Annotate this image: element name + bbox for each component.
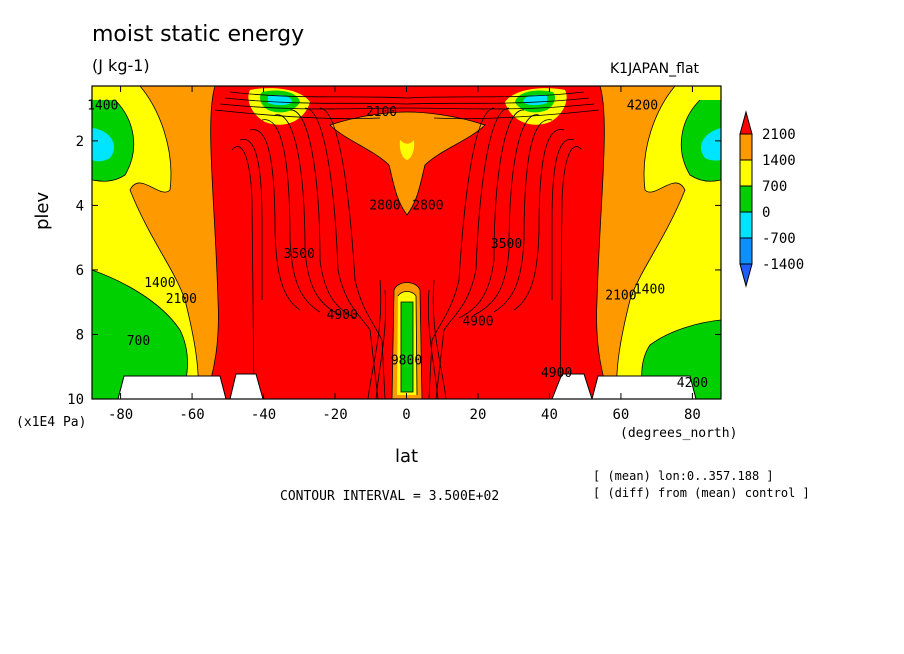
colorbar-label: -700 (762, 231, 796, 247)
y-axis-ticks: 2 4 6 8 10 (67, 134, 721, 408)
x-tick-label: -80 (108, 407, 133, 423)
contour-label: 2800 (412, 198, 443, 213)
contour-label: 2800 (369, 198, 400, 213)
diff-note: [ (diff) from (mean) control ] (593, 486, 810, 500)
contour-label: 3500 (491, 237, 522, 252)
colorbar-label: -1400 (762, 257, 804, 273)
colorbar-box (739, 237, 753, 265)
colorbar-box (739, 133, 753, 161)
y-tick-label: 8 (76, 327, 84, 343)
colorbar-top-arrow (739, 110, 753, 135)
colorbar-label: 0 (762, 205, 770, 221)
chart-title: moist static energy (92, 22, 305, 47)
fill-yellow-upper-tropics (399, 140, 415, 160)
mean-note: [ (mean) lon:0..357.188 ] (593, 469, 774, 483)
x-tick-label: 0 (402, 407, 410, 423)
topo-antarctica (117, 375, 227, 399)
colorbar-box (739, 185, 753, 213)
fill-cyan-south (92, 128, 114, 162)
filled-contours (92, 86, 721, 399)
colorbar-box (739, 211, 753, 239)
contour-label: 1400 (87, 98, 118, 113)
contour-interval-note: CONTOUR INTERVAL = 3.500E+02 (280, 489, 500, 504)
chart-units: (J kg-1) (92, 56, 150, 75)
x-axis-ticks: -80 -60 -40 -20 0 20 40 60 80 (108, 86, 701, 423)
colorbar-label: 1400 (762, 153, 796, 169)
colorbar-box (739, 159, 753, 187)
contour-label: 4900 (327, 308, 358, 323)
y-axis-label: plev (32, 191, 53, 230)
fill-green-south-low (92, 270, 188, 399)
contour-label: 1400 (144, 276, 175, 291)
contour-label: 700 (127, 334, 150, 349)
x-tick-label: 80 (684, 407, 701, 423)
y-axis-unit: (x1E4 Pa) (16, 415, 87, 430)
y-tick-label: 2 (76, 134, 84, 150)
topo-south-ridge (229, 373, 264, 399)
contour-label: 2100 (166, 292, 197, 307)
x-tick-label: 40 (541, 407, 558, 423)
contour-label: 3500 (284, 247, 315, 262)
x-tick-label: -60 (179, 407, 204, 423)
topo-north-ridge (551, 373, 593, 399)
x-tick-label: -40 (251, 407, 276, 423)
contour-label: 1400 (634, 282, 665, 297)
fill-cyan-north (700, 128, 721, 161)
contour-lines (92, 86, 721, 399)
colorbar-bottom-arrow (739, 263, 753, 288)
contour-label: 4900 (541, 366, 572, 381)
contour-label: 4900 (462, 315, 493, 330)
fill-orange-upper-tropics (330, 112, 485, 215)
topo-arctic (591, 375, 697, 399)
colorbar-label: 2100 (762, 127, 796, 143)
y-tick-label: 4 (76, 198, 84, 214)
x-tick-label: 20 (470, 407, 487, 423)
colorbar-legend: 2100 1400 700 0 -700 -1400 (739, 110, 804, 288)
contour-label: 2100 (605, 289, 636, 304)
contour-label: 9800 (391, 353, 422, 368)
y-tick-label: 10 (67, 392, 84, 408)
fill-green-equator (401, 302, 413, 392)
y-tick-label: 6 (76, 263, 84, 279)
contour-label: 4200 (627, 98, 658, 113)
x-axis-unit: (degrees_north) (620, 426, 738, 441)
colorbar-label: 700 (762, 179, 787, 195)
run-name: K1JAPAN_flat (610, 61, 700, 77)
x-axis-label: lat (395, 446, 419, 467)
contour-label: 2100 (366, 105, 397, 120)
fill-green-north (681, 100, 721, 182)
contour-label: 4200 (677, 376, 708, 391)
x-tick-label: 60 (613, 407, 630, 423)
x-tick-label: -20 (322, 407, 347, 423)
